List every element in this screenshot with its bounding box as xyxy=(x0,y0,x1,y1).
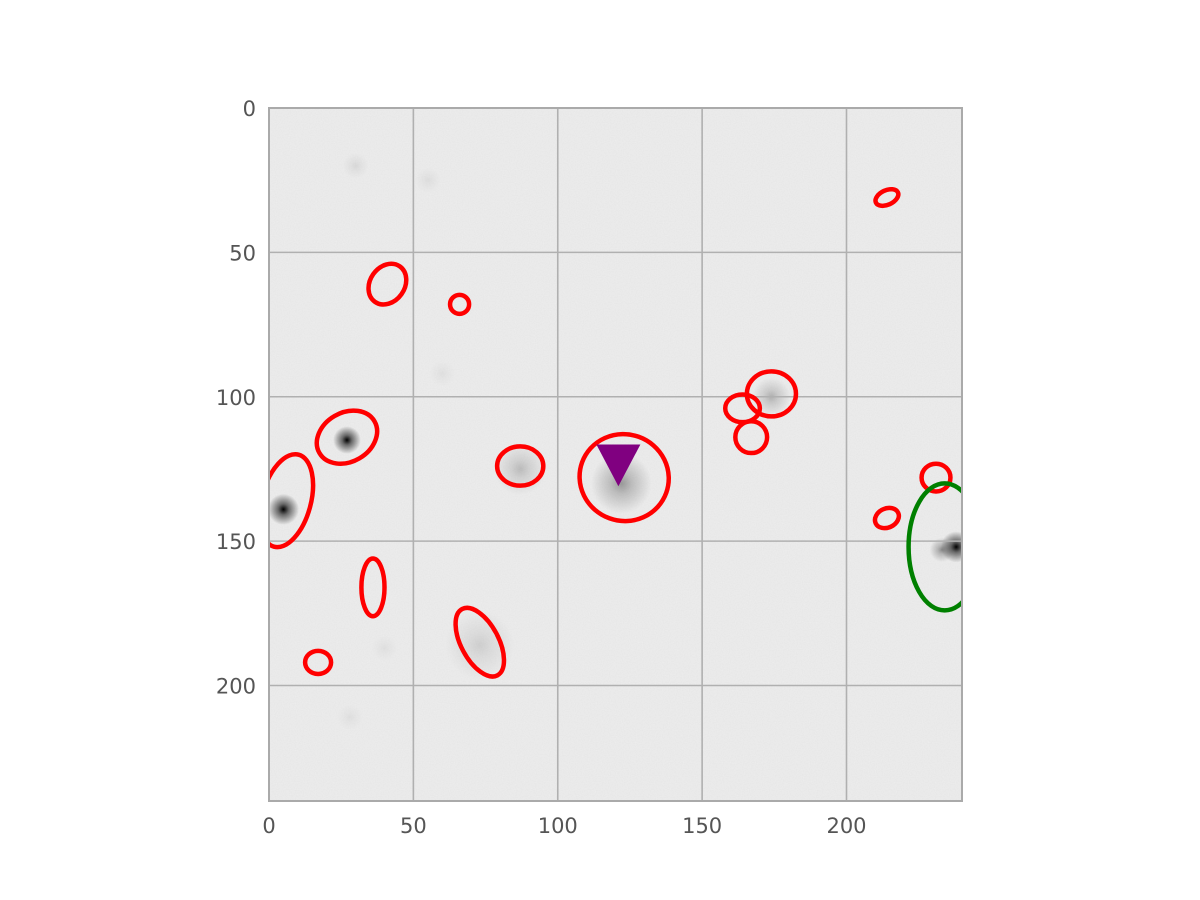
y-tick-label: 50 xyxy=(229,241,256,265)
source-4 xyxy=(590,453,652,514)
red-ellipse xyxy=(494,444,546,488)
y-tick-label: 0 xyxy=(243,97,256,121)
x-tick-label: 0 xyxy=(262,814,275,838)
y-tick-label: 200 xyxy=(216,675,256,699)
plot-frame xyxy=(268,107,963,802)
red-ellipse xyxy=(872,505,902,531)
source-0 xyxy=(333,426,361,454)
red-ellipse xyxy=(359,556,387,619)
x-tick-label: 200 xyxy=(826,814,866,838)
source-3 xyxy=(929,537,954,562)
source-8 xyxy=(342,152,369,179)
tick-labels: 0 50 100 150 200 0 50 100 150 200 xyxy=(216,97,867,838)
source-7 xyxy=(445,610,515,680)
green-ellipse xyxy=(906,481,962,613)
source-9 xyxy=(414,167,441,194)
red-ellipse xyxy=(577,431,672,524)
red-ellipse xyxy=(873,186,901,209)
red-ellipse xyxy=(447,292,472,317)
purple-triangle-marker xyxy=(596,444,641,487)
red-ellipse xyxy=(366,261,409,307)
grid xyxy=(269,108,962,801)
red-ellipse xyxy=(733,419,770,456)
y-tick-label: 100 xyxy=(216,386,256,410)
red-ellipse xyxy=(302,648,334,677)
red-ellipse xyxy=(269,451,316,550)
red-ellipse xyxy=(314,408,380,466)
source-12 xyxy=(336,704,363,731)
region-overlays xyxy=(269,186,962,679)
x-tick-label: 50 xyxy=(400,814,427,838)
y-tick-label: 150 xyxy=(216,530,256,554)
source-1 xyxy=(269,493,300,525)
x-tick-label: 150 xyxy=(682,814,722,838)
source-10 xyxy=(429,360,456,387)
red-ellipse xyxy=(919,461,953,494)
red-ellipse xyxy=(453,605,507,679)
x-tick-label: 100 xyxy=(538,814,578,838)
markers xyxy=(596,444,641,487)
source-11 xyxy=(371,634,398,661)
red-ellipse xyxy=(744,369,799,419)
